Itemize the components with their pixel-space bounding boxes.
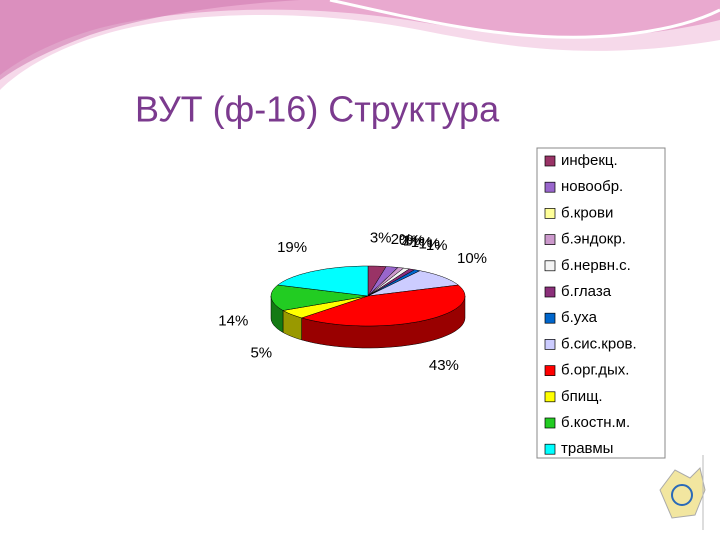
data-label: 3%	[370, 229, 392, 246]
legend-swatch	[544, 208, 556, 219]
decor-swoosh	[0, 0, 300, 80]
legend-swatch	[544, 181, 556, 193]
slide-title: ВУТ (ф-16) Структура	[135, 89, 500, 130]
legend-label: б.глаза	[561, 283, 612, 300]
legend-swatch	[544, 339, 556, 350]
legend-box	[536, 147, 666, 459]
decor-line	[329, 0, 720, 39]
slice	[270, 284, 369, 311]
data-label: 0%	[399, 232, 421, 249]
legend-label: бпищ.	[561, 388, 603, 405]
data-label: 1%	[411, 234, 433, 251]
legend-swatch	[544, 155, 556, 167]
legend-label: б.уха	[561, 309, 598, 326]
data-label: 19%	[277, 239, 307, 256]
legend-label: б.эндокр.	[561, 231, 626, 248]
decor-swoosh	[0, 0, 720, 75]
data-label: 1%	[403, 232, 425, 249]
legend-swatch	[544, 312, 556, 324]
legend-label: травмы	[561, 440, 613, 457]
data-label: 43%	[429, 357, 459, 374]
data-label: 1%	[418, 235, 440, 252]
legend-label: б.сис.кров.	[561, 335, 637, 352]
data-label: 10%	[457, 250, 487, 267]
data-label: 2%	[391, 231, 413, 248]
legend-label: б.орг.дых.	[561, 362, 629, 379]
legend-label: б.костн.м.	[561, 414, 630, 431]
legend-swatch	[544, 365, 556, 376]
legend-label: новообр.	[561, 178, 623, 195]
logo	[659, 455, 706, 530]
data-label: 5%	[250, 344, 272, 361]
legend-label: инфекц.	[561, 152, 618, 169]
data-label: 14%	[218, 313, 248, 330]
legend-label: б.крови	[561, 204, 613, 221]
slice	[277, 265, 369, 297]
slice	[300, 284, 466, 327]
legend-swatch	[544, 391, 556, 403]
legend-swatch	[544, 417, 556, 429]
legend-swatch	[544, 260, 556, 272]
legend-swatch	[544, 443, 556, 455]
legend-label: б.нервн.с.	[561, 257, 631, 274]
legend-swatch	[544, 286, 556, 298]
slice	[282, 295, 369, 319]
legend-swatch	[544, 234, 556, 245]
slice	[367, 270, 459, 297]
data-label: 1%	[426, 237, 448, 254]
